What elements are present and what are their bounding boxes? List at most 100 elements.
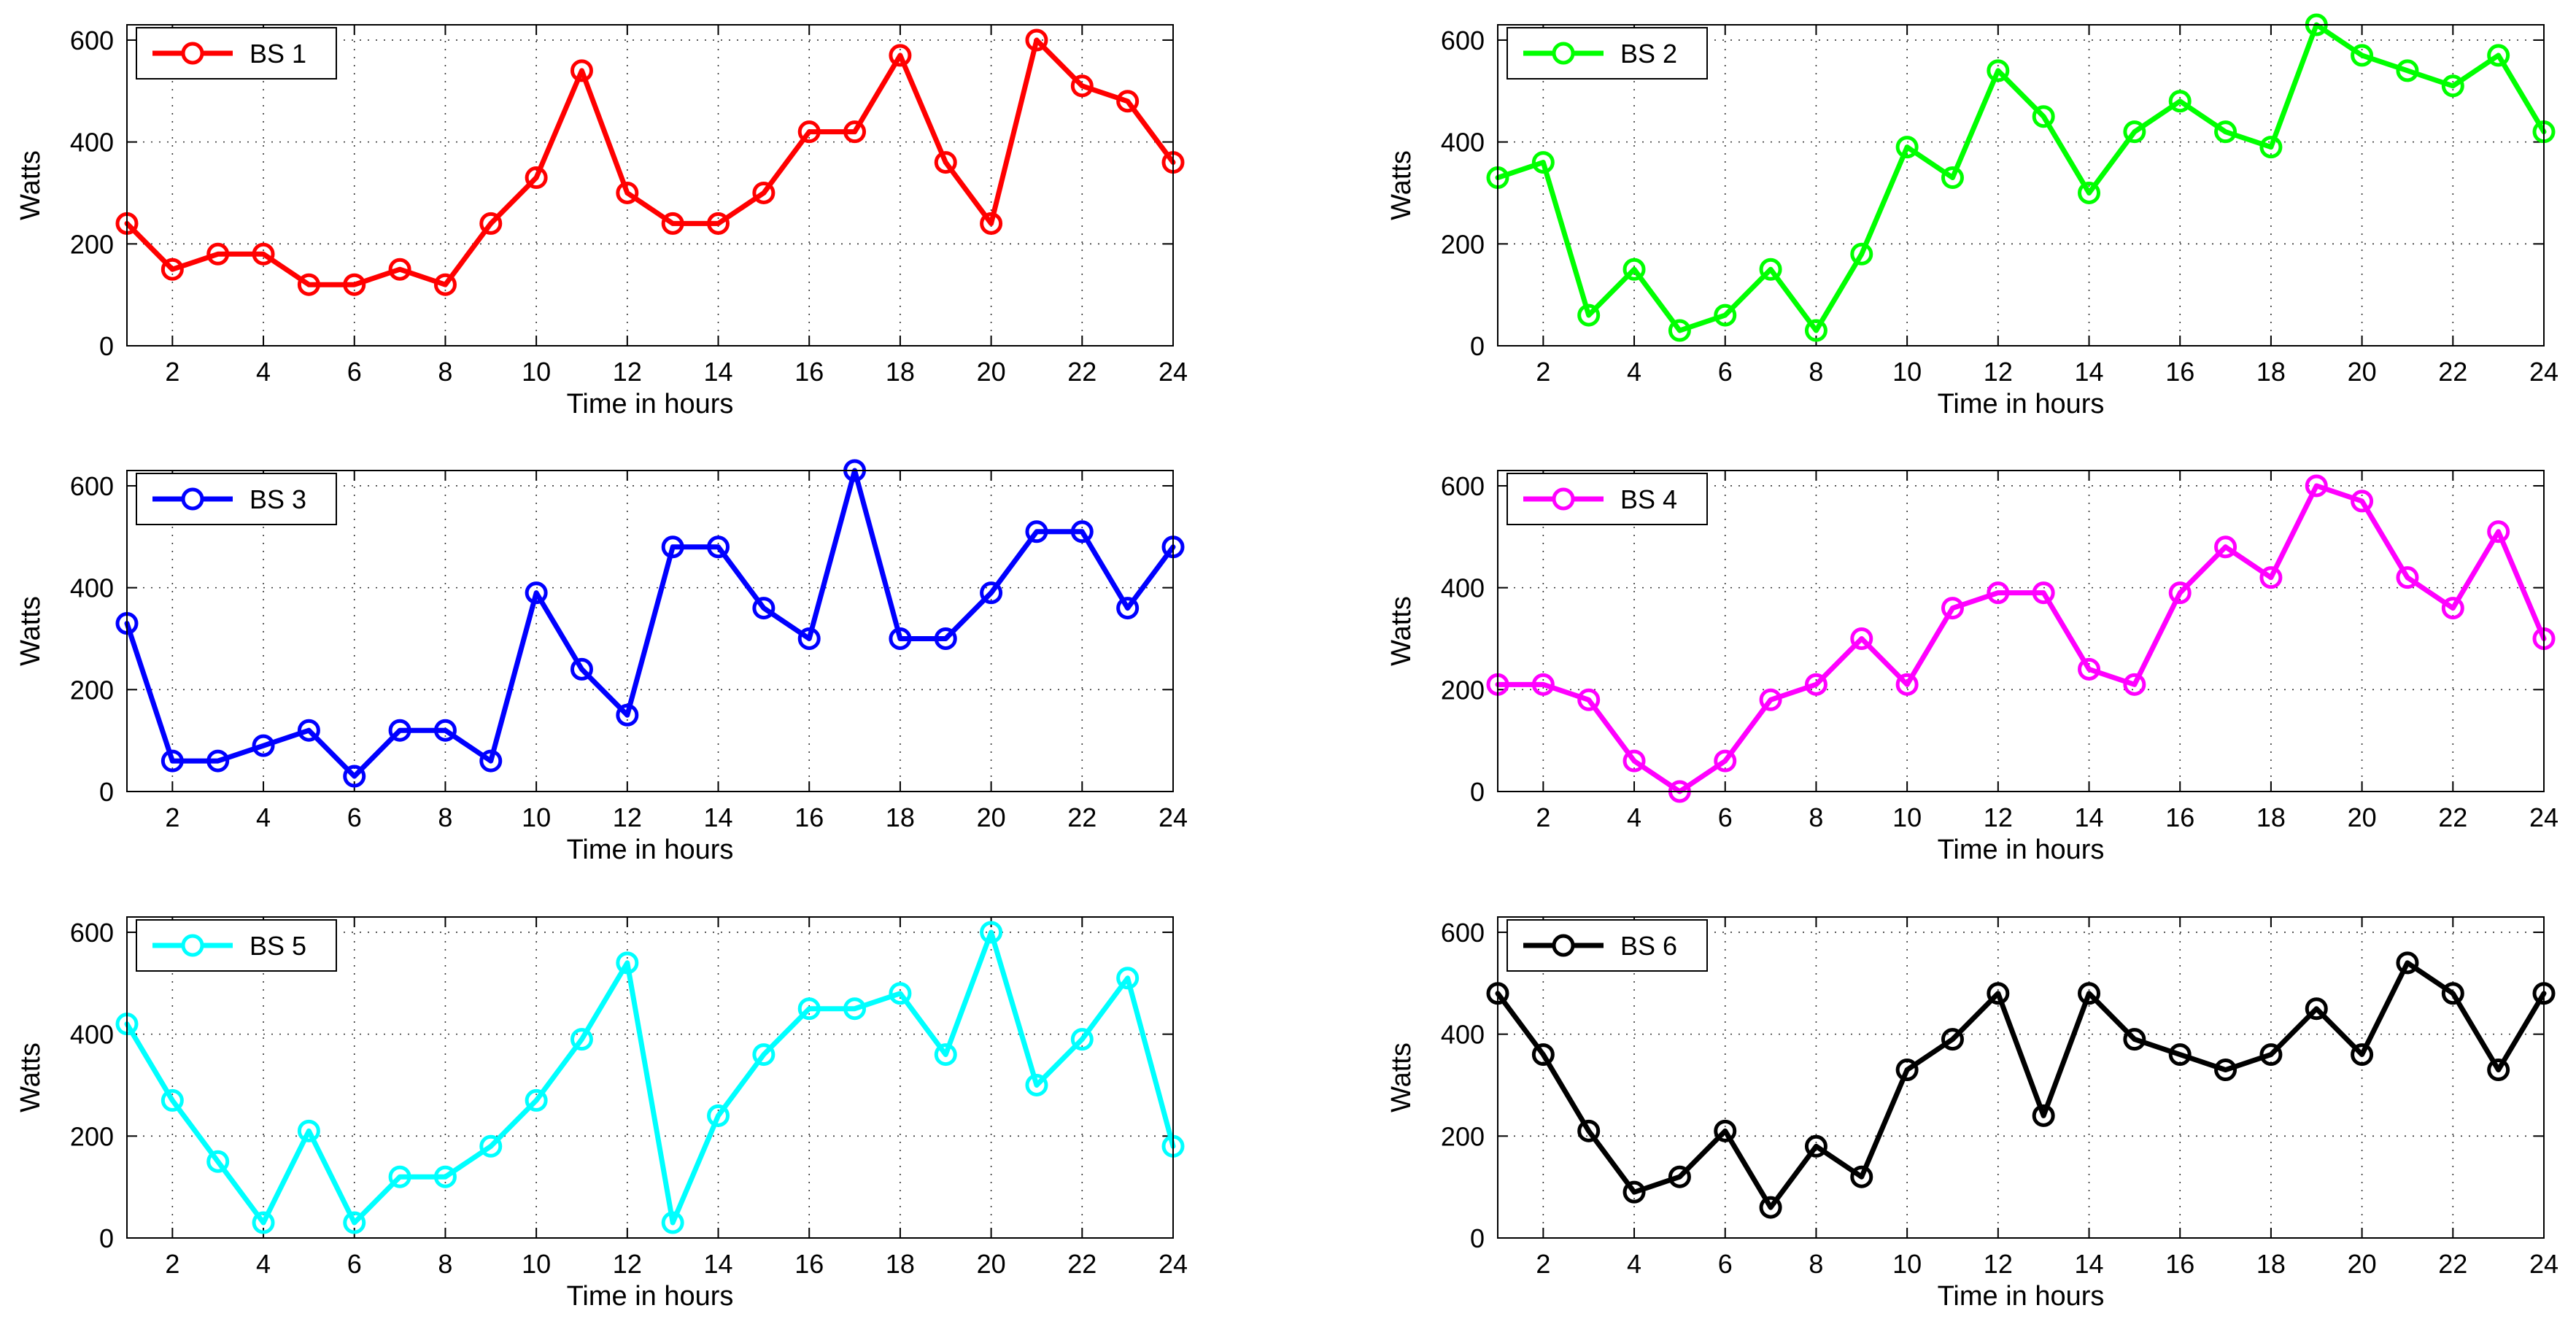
- data-point: [1531, 1043, 1555, 1067]
- y-tick-label: 400: [70, 573, 114, 603]
- data-point: [1070, 74, 1094, 98]
- legend-label: BS 5: [250, 931, 306, 961]
- data-point: [206, 1150, 230, 1173]
- y-axis-title: Watts: [1386, 596, 1417, 666]
- data-point: [2078, 657, 2101, 681]
- data-point: [2078, 982, 2101, 1005]
- data-point: [2441, 74, 2464, 98]
- x-tick-label: 24: [2529, 802, 2558, 832]
- data-point: [2396, 951, 2419, 975]
- data-point: [570, 1028, 593, 1051]
- y-tick-label: 0: [99, 777, 114, 807]
- data-point: [934, 151, 957, 174]
- y-tick-label: 600: [70, 26, 114, 55]
- x-tick-label: 2: [1536, 357, 1550, 387]
- y-axis-title: Watts: [15, 150, 46, 220]
- y-tick-label: 600: [1441, 26, 1485, 55]
- data-point: [2487, 1059, 2510, 1082]
- data-point: [889, 982, 912, 1005]
- y-tick-label: 0: [99, 331, 114, 361]
- data-point: [2259, 136, 2283, 159]
- data-point: [616, 951, 639, 975]
- y-tick-label: 0: [1470, 1223, 1485, 1253]
- data-point: [1895, 1059, 1919, 1082]
- data-point: [1850, 1165, 1873, 1188]
- x-tick-label: 14: [703, 1249, 732, 1279]
- data-point: [1531, 673, 1555, 696]
- data-point: [2351, 44, 2374, 67]
- data-point: [1804, 673, 1827, 696]
- data-point: [661, 212, 684, 235]
- x-tick-label: 18: [2256, 1249, 2286, 1279]
- data-point: [1025, 28, 1048, 52]
- data-point: [1714, 1119, 1737, 1142]
- x-axis-title: Time in hours: [567, 835, 734, 865]
- y-tick-label: 0: [99, 1223, 114, 1253]
- data-point: [343, 765, 366, 788]
- data-point: [297, 273, 320, 296]
- data-point: [2396, 59, 2419, 82]
- data-point: [934, 1043, 957, 1067]
- x-tick-label: 16: [794, 357, 824, 387]
- y-tick-label: 600: [70, 471, 114, 501]
- data-point: [752, 181, 775, 204]
- x-tick-label: 2: [165, 357, 179, 387]
- plot-frame: [126, 916, 1174, 1239]
- data-point: [1987, 581, 2010, 605]
- data-point: [980, 581, 1003, 605]
- x-tick-label: 4: [256, 357, 271, 387]
- x-tick-label: 2: [165, 1249, 179, 1279]
- data-point: [1116, 967, 1140, 990]
- data-point: [1070, 520, 1094, 543]
- x-tick-label: 8: [1809, 802, 1823, 832]
- y-tick-label: 400: [1441, 128, 1485, 158]
- data-point: [1714, 749, 1737, 773]
- legend-label: BS 3: [250, 484, 306, 514]
- data-point: [2168, 90, 2192, 113]
- data-point: [388, 719, 411, 742]
- x-tick-label: 4: [1627, 1249, 1641, 1279]
- data-point: [1987, 982, 2010, 1005]
- y-axis-title: Watts: [1386, 150, 1417, 220]
- data-point: [252, 734, 275, 757]
- y-tick-label: 400: [70, 128, 114, 158]
- x-axis-title: Time in hours: [567, 389, 734, 419]
- legend-marker: [1552, 487, 1575, 511]
- x-tick-label: 24: [1159, 1249, 1188, 1279]
- data-point: [1531, 151, 1555, 174]
- x-tick-label: 16: [2165, 357, 2194, 387]
- data-point: [797, 120, 821, 144]
- x-tick-label: 20: [2348, 802, 2377, 832]
- data-point: [980, 212, 1003, 235]
- legend-marker: [181, 934, 204, 957]
- data-point: [2259, 1043, 2283, 1067]
- data-point: [707, 535, 730, 559]
- x-tick-label: 14: [2074, 802, 2103, 832]
- x-tick-label: 22: [1067, 357, 1096, 387]
- data-point: [297, 1119, 320, 1142]
- data-point: [889, 627, 912, 650]
- data-point: [2032, 105, 2055, 128]
- y-axis-title: Watts: [1386, 1042, 1417, 1112]
- data-point: [1941, 1028, 1964, 1051]
- x-tick-label: 10: [1892, 1249, 1922, 1279]
- x-tick-label: 10: [522, 357, 551, 387]
- data-point: [343, 1211, 366, 1234]
- data-point: [1070, 1028, 1094, 1051]
- x-tick-label: 12: [613, 802, 642, 832]
- data-point: [752, 597, 775, 620]
- data-point: [1577, 1119, 1601, 1142]
- data-point: [1668, 1165, 1691, 1188]
- data-point: [1759, 688, 1782, 711]
- data-point: [525, 166, 548, 190]
- plot-frame: [126, 470, 1174, 792]
- x-tick-label: 12: [1984, 1249, 2013, 1279]
- data-point: [2123, 673, 2146, 696]
- x-tick-label: 22: [1067, 1249, 1096, 1279]
- y-tick-label: 200: [1441, 229, 1485, 259]
- data-point: [2032, 581, 2055, 605]
- x-tick-label: 10: [1892, 802, 1922, 832]
